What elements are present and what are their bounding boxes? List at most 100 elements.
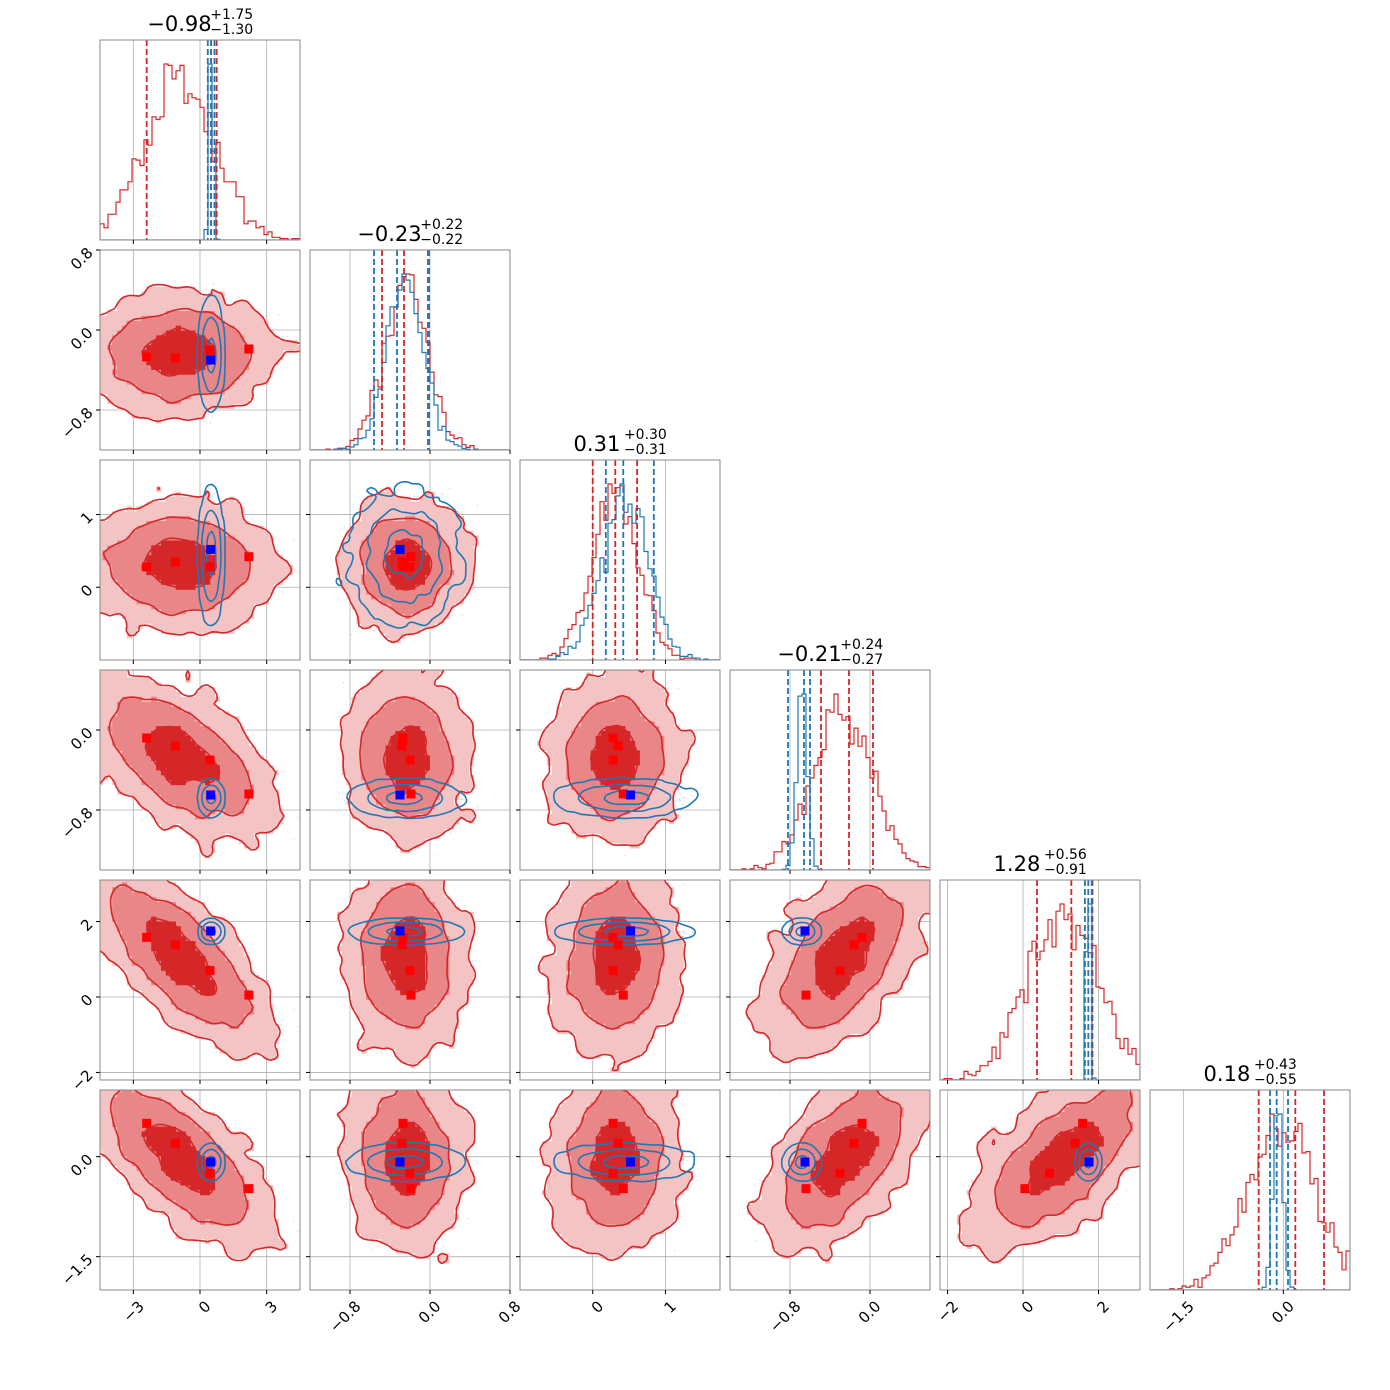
blue-contour <box>780 1141 823 1182</box>
panel-content <box>940 880 1140 1080</box>
panel-frame <box>519 879 721 1081</box>
red-mode-marker <box>849 1138 859 1148</box>
x-tick-label: 0 <box>588 1297 607 1316</box>
blue-contour <box>577 783 672 812</box>
red-contour <box>100 486 293 637</box>
red-mode-marker <box>171 741 181 751</box>
red-mode-marker <box>608 1118 618 1128</box>
blue-truth-marker <box>800 926 810 936</box>
x-tick-label: 3 <box>262 1297 281 1316</box>
blue-truth-marker <box>1084 1157 1094 1167</box>
blue-truth-marker <box>395 1157 405 1167</box>
blue-truth-marker <box>395 544 405 554</box>
title-value: 1.28 <box>994 852 1041 876</box>
red-mode-marker <box>397 940 407 950</box>
red-mode-marker <box>857 932 867 942</box>
red-mode-marker <box>171 557 181 567</box>
red-contour <box>814 916 876 999</box>
blue-contour <box>788 1148 816 1176</box>
panel-content <box>100 40 300 240</box>
panel-content <box>310 670 510 870</box>
panel-5-1: −0.8 0.0 0.8 <box>306 1089 524 1336</box>
y-tick-label: −1.5 <box>58 1250 96 1288</box>
histogram-red <box>1150 1113 1350 1290</box>
x-tick-label: 0.0 <box>855 1297 885 1327</box>
title-upper-error: +0.43 <box>1254 1057 1297 1073</box>
red-mode-marker <box>405 562 415 572</box>
panel-4-0: −2 0 2 <box>68 879 301 1095</box>
panel-content <box>310 250 510 450</box>
red-mode-marker <box>405 755 415 765</box>
red-contour <box>565 880 665 1030</box>
red-mode-marker <box>397 557 407 567</box>
x-tick-label: 2 <box>1094 1297 1113 1316</box>
red-contour <box>810 1124 878 1198</box>
panel-3-3 <box>729 669 931 874</box>
blue-contour <box>196 294 226 414</box>
panel-frame <box>519 1089 721 1291</box>
title-upper-error: +0.56 <box>1044 847 1087 863</box>
histogram-blue <box>1150 1113 1350 1290</box>
panel-5-0: −3 0 3 −1.5 0.0 <box>58 1089 301 1326</box>
red-mode-marker <box>835 966 845 976</box>
red-mode-marker <box>142 352 152 362</box>
red-mode-marker <box>205 345 215 355</box>
red-mode-marker <box>405 1168 415 1178</box>
x-tick-label: 0.0 <box>415 1297 445 1327</box>
red-contour <box>785 1090 903 1228</box>
panel-frame <box>729 879 931 1081</box>
blue-contour <box>386 1155 424 1170</box>
histogram-blue <box>520 483 720 660</box>
red-mode-marker <box>397 741 407 751</box>
red-mode-marker <box>398 733 408 743</box>
histogram-blue <box>100 63 300 240</box>
red-mode-marker <box>608 1168 618 1178</box>
panel-title-2: 0.31 +0.30−0.31 <box>574 427 667 458</box>
red-contour <box>380 916 428 995</box>
title-lower-error: −0.22 <box>420 232 463 248</box>
red-contour <box>337 880 477 1067</box>
x-tick-label: 0.0 <box>1268 1297 1298 1327</box>
panel-content <box>100 880 300 1080</box>
density-fill <box>380 916 426 996</box>
red-contour <box>539 1090 694 1262</box>
red-mode-marker <box>618 1184 628 1194</box>
red-mode-marker <box>142 562 152 572</box>
histogram-red <box>940 903 1140 1080</box>
blue-contour <box>1074 1142 1103 1182</box>
title-value: −0.98 <box>147 12 211 36</box>
blue-contour <box>335 480 467 629</box>
red-mode-marker <box>171 353 181 363</box>
panel-3-0: −0.8 0.0 <box>58 669 301 874</box>
panel-frame <box>939 1089 1141 1291</box>
red-mode-marker <box>405 966 415 976</box>
blue-contour <box>367 921 444 942</box>
y-tick-label: 0 <box>77 991 96 1010</box>
panel-5-5: −1.5 0.0 <box>1149 1089 1351 1336</box>
x-tick-label: −0.8 <box>766 1297 804 1335</box>
red-contour <box>359 517 453 618</box>
panel-frame <box>729 669 931 871</box>
red-mode-marker <box>1070 1138 1080 1148</box>
title-upper-error: +1.75 <box>210 7 253 23</box>
red-mode-marker <box>1044 1168 1054 1178</box>
title-value: −0.23 <box>357 222 421 246</box>
red-mode-marker <box>406 1184 416 1194</box>
red-mode-marker <box>608 733 618 743</box>
red-mode-marker <box>406 552 416 562</box>
blue-contour <box>196 483 226 627</box>
panel-frame <box>939 879 1141 1081</box>
panel-1-0: −0.8 0.0 0.8 <box>58 244 301 454</box>
blue-contour <box>366 1148 443 1176</box>
panel-3-2 <box>516 669 721 874</box>
red-contour <box>592 917 642 996</box>
y-tick-label: −0.8 <box>58 804 96 842</box>
panel-content <box>100 670 300 870</box>
y-tick-label: −2 <box>68 1066 96 1094</box>
red-contour <box>100 880 281 1061</box>
panel-title-5: 0.18 +0.43−0.55 <box>1204 1057 1297 1088</box>
panel-content <box>940 1090 1140 1290</box>
red-mode-marker <box>205 966 215 976</box>
panel-content <box>520 460 720 660</box>
